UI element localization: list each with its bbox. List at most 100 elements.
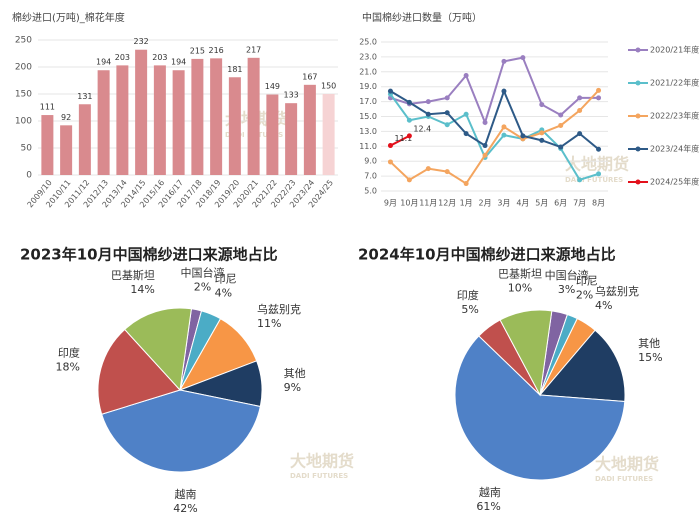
point [387, 159, 393, 165]
x-tick-label: 8月 [592, 199, 605, 208]
slice-name: 越南 [479, 485, 501, 499]
data-label: 194 [96, 58, 111, 67]
legend-swatch [635, 80, 641, 86]
point [463, 181, 469, 187]
slice-name: 乌兹别克 [595, 284, 639, 298]
y-tick-label: 200 [15, 63, 32, 73]
slice-name: 中国台湾 [181, 265, 225, 279]
chart-title: 2024年10月中国棉纱进口来源地占比 [358, 246, 616, 264]
pie-slice [101, 389, 261, 473]
y-tick-label: 19.0 [359, 82, 377, 91]
slice-label: 18% [55, 361, 79, 374]
point [425, 166, 431, 172]
y-tick-label: 11.0 [359, 142, 377, 151]
point [501, 58, 507, 64]
pie-slice [124, 307, 192, 392]
data-label: 181 [227, 65, 242, 74]
data-label: 194 [171, 58, 186, 67]
point [482, 143, 488, 149]
point [463, 111, 469, 117]
data-label: 12.4 [413, 124, 431, 133]
point [558, 144, 564, 150]
x-tick-label: 7月 [573, 199, 586, 208]
bar [116, 65, 129, 175]
y-tick-label: 100 [15, 117, 32, 127]
point [596, 146, 602, 152]
point [596, 95, 602, 101]
legend-swatch [635, 179, 641, 185]
bar [191, 58, 204, 175]
watermark: 大地期货 [290, 452, 354, 471]
slice-label: 14% [130, 283, 154, 296]
slice-label: 15% [638, 351, 662, 364]
y-tick-label: 25.0 [359, 38, 377, 47]
x-tick-label: 3月 [497, 199, 510, 208]
x-tick-label: 11月 [419, 199, 437, 208]
point [596, 171, 602, 177]
slice-name: 其他 [284, 367, 306, 380]
x-tick-label: 5月 [535, 199, 548, 208]
data-label: 150 [321, 82, 336, 91]
watermark: DADI FUTURES [595, 475, 653, 483]
point [387, 88, 393, 94]
point [501, 88, 507, 94]
series-line [390, 134, 410, 147]
bar [285, 103, 298, 175]
legend-label: 2022/23年度 [650, 111, 699, 121]
data-label: 11.1 [394, 134, 412, 143]
point [444, 169, 450, 175]
y-tick-label: 0 [26, 171, 32, 181]
slice-name: 巴基斯坦 [498, 267, 542, 281]
bar [303, 84, 316, 175]
y-tick-label: 13.0 [359, 127, 377, 136]
slice-name: 印尼 [215, 272, 237, 285]
y-tick-label: 17.0 [359, 97, 377, 106]
pie-slice [538, 329, 626, 403]
legend-label: 2020/21年度 [650, 45, 699, 55]
point [539, 137, 545, 143]
point [596, 87, 602, 93]
slice-label: 10% [508, 282, 532, 295]
legend-swatch [635, 47, 641, 53]
point [577, 131, 583, 137]
x-tick-label: 9月 [384, 199, 397, 208]
watermark: DADI FUTURES [565, 176, 623, 184]
bar [228, 77, 241, 175]
bar [266, 94, 279, 175]
y-tick-label: 21.0 [359, 67, 377, 76]
y-tick-label: 15.0 [359, 112, 377, 121]
point [406, 133, 412, 139]
chart-title: 2023年10月中国棉纱进口来源地占比 [20, 246, 278, 264]
point [577, 177, 583, 183]
slice-label: 11% [257, 317, 281, 330]
slice-label: 4% [595, 299, 612, 312]
point [558, 122, 564, 128]
point [406, 117, 412, 123]
series-line [389, 89, 600, 185]
y-tick-label: 150 [15, 90, 32, 100]
slice-label: 4% [215, 286, 232, 299]
y-tick-label: 5.0 [364, 187, 377, 196]
point [501, 132, 507, 138]
chart-title: 棉纱进口(万吨)_棉花年度 [12, 11, 125, 24]
x-tick-label: 6月 [554, 199, 567, 208]
y-tick-label: 250 [15, 36, 32, 46]
slice-name: 越南 [174, 487, 196, 501]
point [520, 133, 526, 139]
point [444, 122, 450, 128]
pie-slice [454, 335, 626, 481]
point [406, 99, 412, 105]
bar [210, 58, 223, 175]
series-line [390, 56, 599, 126]
watermark: DADI FUTURES [290, 472, 348, 480]
x-tick-label: 4月 [516, 199, 529, 208]
data-label: 149 [265, 82, 280, 91]
point [425, 111, 431, 117]
x-tick-label: 10月 [400, 199, 418, 208]
y-tick-label: 50 [21, 144, 33, 154]
slice-label: 2% [194, 280, 211, 293]
slice-label: 42% [173, 502, 197, 512]
slice-name: 印度 [457, 288, 479, 302]
bar [322, 94, 335, 175]
slice-name: 其他 [638, 337, 660, 350]
